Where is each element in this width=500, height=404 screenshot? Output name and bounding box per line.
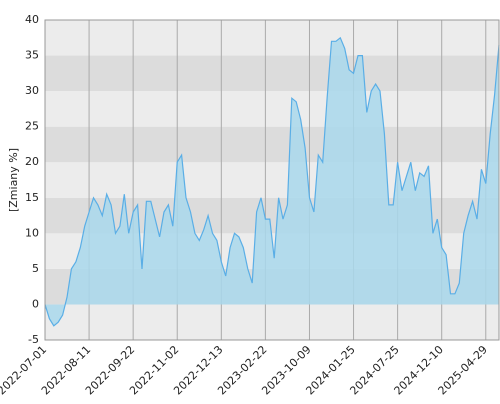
band — [45, 304, 499, 340]
y-tick-label: 30 — [25, 84, 39, 97]
plot-frame — [44, 19, 500, 341]
y-tick-label: 35 — [25, 49, 39, 62]
y-tick-label: 15 — [25, 191, 39, 204]
band — [45, 91, 499, 127]
y-tick-label: 40 — [25, 13, 39, 26]
area — [45, 37, 499, 326]
band — [45, 55, 499, 92]
band — [45, 126, 499, 163]
y-tick-label: 5 — [32, 262, 39, 275]
band — [45, 162, 499, 198]
line — [44, 36, 500, 327]
band — [45, 20, 499, 56]
y-tick-label: 20 — [25, 155, 39, 168]
y-tick-label: 10 — [25, 226, 39, 239]
y-tick-label: 0 — [32, 297, 39, 310]
y-tick-label: -5 — [28, 333, 39, 346]
y-tick-label: 25 — [25, 120, 39, 133]
y-axis-label: [Zmiany %] — [7, 148, 20, 212]
